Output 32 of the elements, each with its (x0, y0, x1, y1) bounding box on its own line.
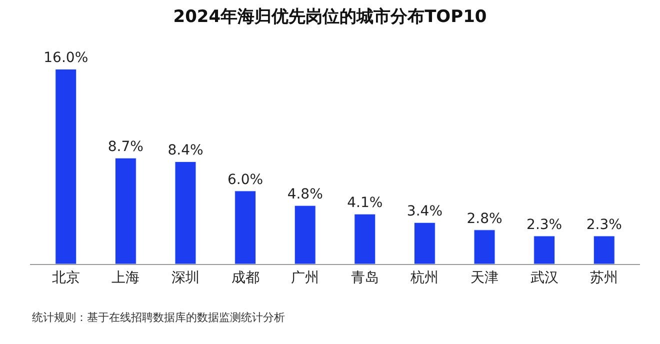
x-tick-label: 成都 (231, 270, 260, 286)
x-tick-label: 广州 (291, 270, 320, 286)
bar (474, 230, 496, 264)
data-label: 16.0% (44, 50, 88, 66)
bar (294, 205, 316, 264)
text: 统计规则：基于在线招聘数据库的数据监测统计分析 (32, 311, 285, 324)
bar (354, 214, 376, 264)
bar (534, 236, 556, 264)
x-tick-label: 北京 (52, 270, 80, 286)
data-label: 6.0% (228, 172, 264, 188)
x-tick-label: 苏州 (590, 270, 618, 286)
bar (414, 222, 436, 264)
x-tick-label: 杭州 (410, 270, 439, 286)
bar (114, 158, 136, 264)
x-tick-label: 天津 (470, 270, 499, 286)
x-tick-label: 武汉 (530, 270, 558, 286)
bar (593, 236, 615, 264)
data-label: 2.8% (466, 210, 502, 227)
data-label: 8.4% (168, 142, 204, 159)
data-label: 8.7% (108, 139, 144, 156)
bar (55, 68, 77, 264)
x-tick-label: 深圳 (171, 270, 200, 286)
data-label: 2.3% (526, 217, 562, 233)
data-label: 4.8% (287, 186, 323, 203)
data-label: 4.1% (347, 195, 383, 212)
data-label: 3.4% (406, 204, 442, 220)
x-tick-label: 上海 (112, 270, 140, 286)
x-tick-label: 青岛 (350, 270, 379, 286)
bar (234, 190, 256, 264)
bar (174, 161, 196, 264)
data-label: 2.3% (586, 217, 622, 233)
chart-title: 2024年海归优先岗位的城市分布TOP10 (173, 7, 487, 28)
